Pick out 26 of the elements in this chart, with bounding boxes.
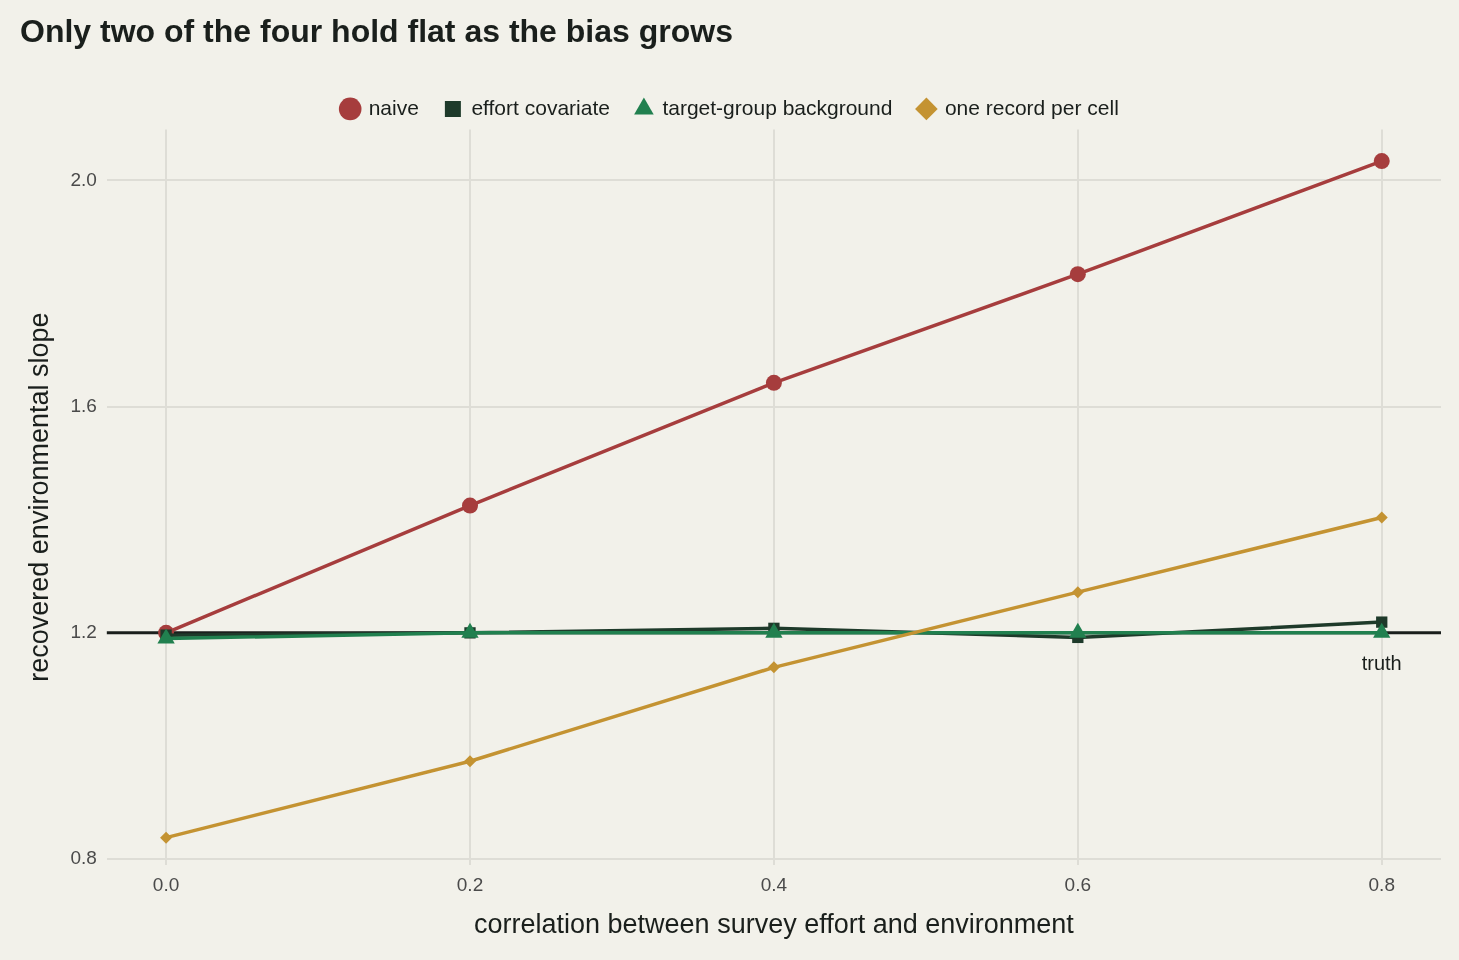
x-tick-label: 0.8 — [1368, 874, 1395, 896]
x-tick-label: 0.6 — [1064, 874, 1092, 896]
x-tick-label: 0.0 — [152, 874, 180, 896]
y-tick-label: 0.8 — [70, 847, 97, 869]
x-tick-label: 0.4 — [760, 874, 788, 896]
chart-title: Only two of the four hold flat as the bias grows — [20, 13, 733, 50]
y-axis-title: recovered environmental slope — [23, 312, 54, 682]
y-tick-label: 1.6 — [70, 394, 97, 416]
x-tick-label: 0.2 — [456, 874, 484, 896]
point — [1071, 586, 1084, 599]
point — [1069, 266, 1086, 283]
ref-line-label: truth — [1361, 652, 1402, 675]
point — [1373, 153, 1390, 170]
point — [461, 497, 478, 514]
point — [767, 661, 780, 674]
legend-label: naive — [368, 95, 419, 119]
x-axis-title: correlation between survey effort and environment — [473, 909, 1075, 940]
y-tick-label: 2.0 — [70, 168, 97, 190]
point — [160, 831, 173, 844]
legend-label: effort covariate — [471, 95, 610, 119]
y-tick-label: 1.2 — [70, 621, 97, 643]
point — [1375, 511, 1388, 524]
legend-label: target-group background — [662, 95, 893, 119]
point — [765, 374, 782, 391]
legend-label: one record per cell — [944, 95, 1119, 119]
point — [463, 755, 476, 768]
